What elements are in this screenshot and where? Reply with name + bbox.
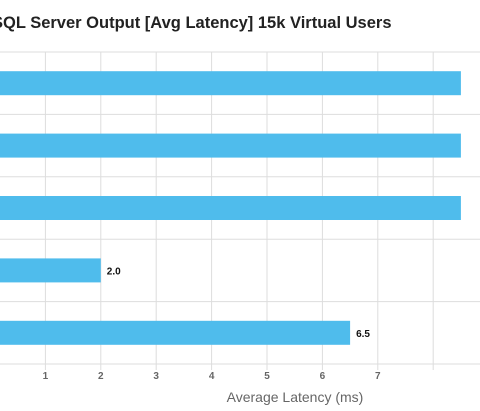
bar-value-label: 2.0 bbox=[107, 266, 121, 277]
bar bbox=[0, 196, 461, 220]
bar-value-label: 6.5 bbox=[356, 329, 370, 340]
x-tick-label: 4 bbox=[209, 371, 215, 382]
x-tick-label: 3 bbox=[153, 371, 159, 382]
data-labels: 2.0 6.5 bbox=[107, 266, 371, 339]
x-tick-label: 6 bbox=[320, 371, 326, 382]
x-tick-label: 5 bbox=[264, 371, 270, 382]
bar bbox=[0, 258, 101, 283]
bars bbox=[0, 71, 461, 345]
bar bbox=[0, 71, 461, 96]
bar bbox=[0, 133, 461, 158]
x-axis-title: Average Latency (ms) bbox=[227, 389, 364, 405]
chart-title: SQL Server Output [Avg Latency] 15k Virt… bbox=[0, 14, 392, 32]
x-tick-label: 1 bbox=[43, 371, 49, 382]
x-tick-label: 7 bbox=[375, 371, 381, 382]
bar bbox=[0, 320, 351, 345]
x-tick-labels: 1 2 3 4 5 6 7 bbox=[43, 371, 381, 382]
x-tick-label: 2 bbox=[98, 371, 104, 382]
